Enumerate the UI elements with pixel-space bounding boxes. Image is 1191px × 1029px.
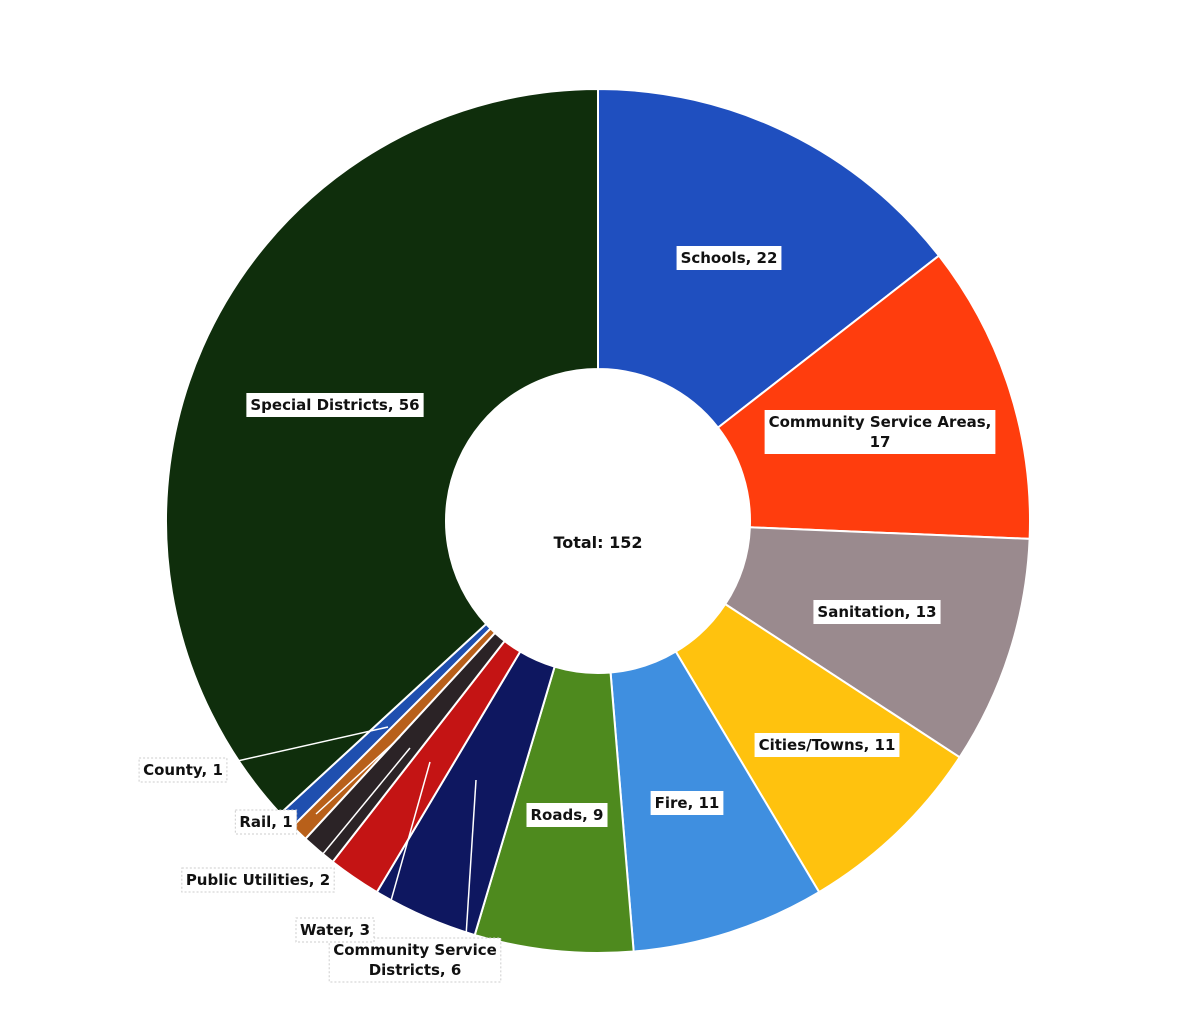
- label-text: Fire, 11: [655, 794, 720, 812]
- label-box: [526, 803, 608, 827]
- label-box: [764, 410, 996, 454]
- label-text: Cities/Towns, 11: [759, 736, 896, 754]
- label-box: [754, 733, 900, 757]
- label-roads: Roads, 9: [526, 803, 608, 827]
- label-cities-towns: Cities/Towns, 11: [754, 733, 900, 757]
- label-community-service-areas: Community Service Areas, 17: [764, 410, 996, 454]
- label-text: Schools, 22: [681, 249, 778, 267]
- label-box: [234, 809, 298, 835]
- label-box: [650, 791, 724, 815]
- slices-group: [165, 87, 1031, 954]
- label-rail: Rail, 1: [234, 809, 298, 835]
- leader-line-public-utilities: [307, 747, 411, 873]
- label-text: County, 1: [143, 761, 223, 779]
- label-water: Water, 3: [295, 917, 375, 943]
- label-sanitation: Sanitation, 13: [813, 600, 941, 624]
- label-text: Public Utilities, 2: [186, 871, 330, 889]
- label-fire: Fire, 11: [650, 791, 724, 815]
- label-box: [246, 393, 424, 417]
- label-text: Roads, 9: [530, 806, 603, 824]
- label-public-utilities: Public Utilities, 2: [181, 867, 335, 893]
- label-text: Community Service Areas,: [769, 413, 992, 431]
- label-text: 17: [870, 433, 891, 451]
- leader-line-county: [232, 726, 389, 763]
- label-box: [813, 600, 941, 624]
- label-box: [295, 917, 375, 943]
- leader-line-community-service-districts: [464, 779, 477, 953]
- label-text: Rail, 1: [239, 813, 292, 831]
- label-box: [676, 246, 782, 270]
- label-text: Water, 3: [300, 921, 370, 939]
- leader-line-water: [384, 761, 431, 923]
- center-total-label: Total: 152: [553, 533, 642, 552]
- label-county: County, 1: [138, 757, 228, 783]
- label-text: Special Districts, 56: [250, 396, 419, 414]
- leader-lines-group: [232, 726, 477, 953]
- label-text: Sanitation, 13: [817, 603, 936, 621]
- label-text: Districts, 6: [369, 961, 462, 979]
- label-box: [138, 757, 228, 783]
- label-text: Community Service: [333, 941, 497, 959]
- label-special-districts: Special Districts, 56: [246, 393, 424, 417]
- label-box: [328, 937, 502, 983]
- label-community-service-districts: Community Service Districts, 6: [328, 937, 502, 983]
- leader-line-rail: [315, 736, 401, 815]
- label-schools: Schools, 22: [676, 246, 782, 270]
- donut-hole: [446, 369, 750, 673]
- label-box: [181, 867, 335, 893]
- labels-group: Schools, 22 Community Service Areas, 17 San…: [138, 246, 996, 983]
